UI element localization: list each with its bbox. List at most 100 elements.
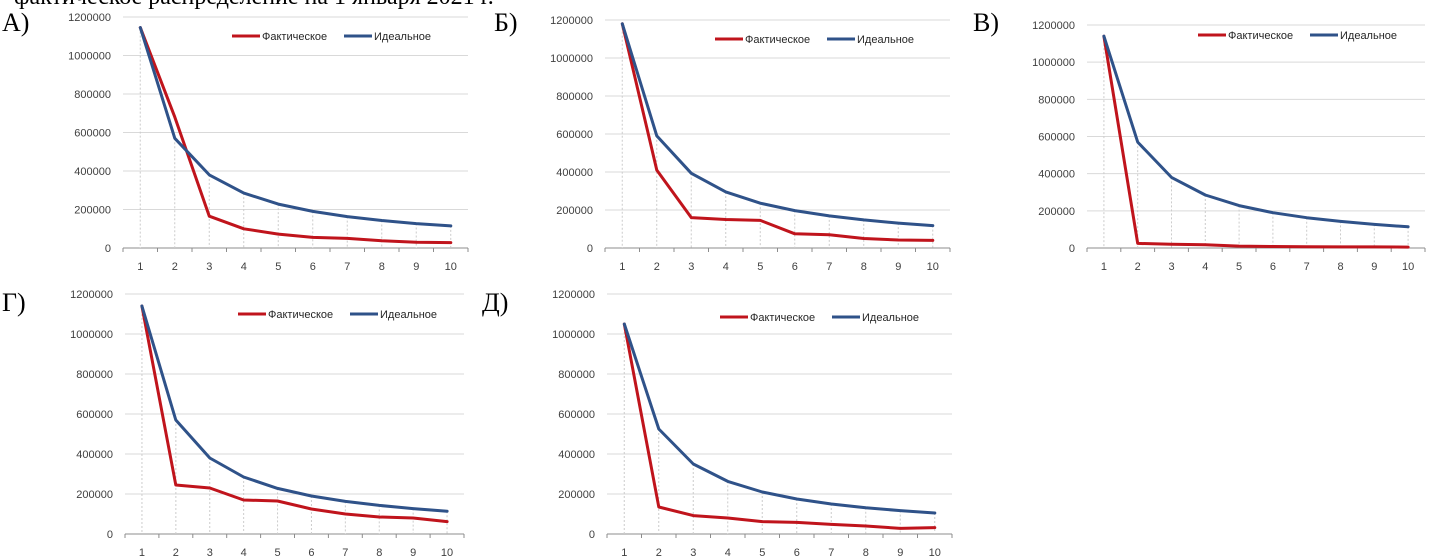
y-tick-label: 1200000 [1032, 20, 1075, 32]
y-tick-label: 1000000 [70, 329, 113, 341]
panel-label: Б) [494, 8, 518, 37]
x-tick-label: 1 [621, 547, 627, 557]
y-tick-label: 800000 [74, 89, 111, 101]
chart-panel-d: Г) 0 200000 400000 600000 800000 1000000 12000… [0, 280, 480, 557]
y-tick-label: 600000 [74, 128, 111, 140]
x-tick-label: 4 [241, 261, 247, 273]
x-tick-label: 10 [445, 261, 457, 273]
chart-panel-a: А) 0 200000 400000 600000 800000 1000000 12000… [0, 0, 480, 278]
header-text: фактическое распределение на 1 января 20… [14, 0, 494, 11]
legend-label: Идеальное [862, 312, 919, 324]
legend-label: Фактическое [268, 309, 333, 321]
series-line-ideal [620, 22, 935, 228]
x-tick-label: 8 [376, 547, 382, 557]
x-tick-label: 3 [690, 547, 696, 557]
x-tick-label: 9 [895, 261, 901, 273]
x-tick-label: 2 [1135, 261, 1141, 273]
x-tick-label: 4 [1202, 261, 1208, 273]
line-chart: 0 200000 400000 600000 800000 1000000 1200000 1… [68, 12, 469, 273]
series-line-actual [1102, 34, 1410, 249]
legend-label: Идеальное [380, 309, 437, 321]
series-line-actual [140, 304, 449, 524]
x-tick-label: 10 [441, 547, 453, 557]
legend-label: Фактическое [745, 34, 810, 46]
y-tick-label: 1200000 [550, 15, 593, 27]
line-chart: 0 200000 400000 600000 800000 1000000 1200000 1… [550, 15, 951, 273]
x-tick-label: 7 [342, 547, 348, 557]
x-tick-label: 1 [139, 547, 145, 557]
x-tick-label: 1 [1101, 261, 1107, 273]
x-tick-label: 2 [173, 547, 179, 557]
y-tick-label: 600000 [76, 409, 113, 421]
x-tick-label: 6 [1270, 261, 1276, 273]
legend-label: Идеальное [374, 31, 431, 43]
panel-label: А) [2, 8, 30, 37]
y-tick-label: 200000 [74, 205, 111, 217]
y-tick-label: 200000 [76, 489, 113, 501]
x-tick-label: 7 [828, 547, 834, 557]
y-tick-label: 800000 [1038, 94, 1075, 106]
x-tick-label: 5 [274, 547, 280, 557]
series-line-ideal [622, 322, 937, 515]
y-tick-label: 600000 [556, 129, 593, 141]
series-line-actual [620, 22, 935, 242]
y-tick-label: 600000 [558, 409, 595, 421]
x-tick-label: 6 [310, 261, 316, 273]
x-tick-label: 4 [241, 547, 247, 557]
y-tick-label: 0 [105, 243, 111, 255]
x-tick-label: 5 [1236, 261, 1242, 273]
x-tick-label: 7 [826, 261, 832, 273]
x-tick-label: 3 [1168, 261, 1174, 273]
series-line-actual [138, 26, 453, 245]
x-tick-label: 9 [1371, 261, 1377, 273]
panel-label: Д) [482, 288, 509, 317]
x-tick-label: 2 [654, 261, 660, 273]
x-tick-label: 4 [723, 261, 729, 273]
y-tick-label: 1000000 [550, 53, 593, 65]
y-tick-label: 400000 [1038, 169, 1075, 181]
x-tick-label: 8 [861, 261, 867, 273]
x-tick-label: 5 [275, 261, 281, 273]
legend-label: Фактическое [1228, 30, 1293, 42]
series-line-ideal [140, 304, 449, 513]
y-tick-label: 1200000 [552, 289, 595, 301]
x-tick-label: 3 [207, 547, 213, 557]
x-tick-label: 4 [725, 547, 731, 557]
x-tick-label: 6 [792, 261, 798, 273]
x-tick-label: 6 [794, 547, 800, 557]
y-tick-label: 800000 [556, 91, 593, 103]
y-tick-label: 200000 [556, 205, 593, 217]
x-tick-label: 9 [413, 261, 419, 273]
y-tick-label: 400000 [76, 449, 113, 461]
x-tick-label: 5 [759, 547, 765, 557]
x-tick-label: 8 [863, 547, 869, 557]
y-tick-label: 1000000 [68, 51, 111, 63]
x-tick-label: 3 [688, 261, 694, 273]
y-tick-label: 1200000 [68, 12, 111, 24]
legend-label: Фактическое [262, 31, 327, 43]
y-tick-label: 400000 [558, 449, 595, 461]
x-tick-label: 9 [410, 547, 416, 557]
panel-label: Г) [2, 288, 26, 317]
y-tick-label: 600000 [1038, 132, 1075, 144]
panel-label: В) [973, 8, 999, 37]
chart-panel-b: Б) 0 200000 400000 600000 800000 1000000 12000… [480, 0, 965, 278]
line-chart: 0 200000 400000 600000 800000 1000000 1200000 1… [552, 289, 953, 557]
x-tick-label: 8 [379, 261, 385, 273]
y-tick-label: 800000 [558, 369, 595, 381]
x-tick-label: 6 [308, 547, 314, 557]
series-line-actual [622, 322, 937, 530]
y-tick-label: 0 [589, 529, 595, 541]
y-tick-label: 800000 [76, 369, 113, 381]
x-tick-label: 5 [757, 261, 763, 273]
y-tick-label: 1000000 [552, 329, 595, 341]
y-tick-label: 0 [107, 529, 113, 541]
line-chart: 0 200000 400000 600000 800000 1000000 1200000 1… [70, 289, 465, 557]
y-tick-label: 0 [587, 243, 593, 255]
series-line-ideal [138, 26, 453, 228]
x-tick-label: 7 [1304, 261, 1310, 273]
x-tick-label: 8 [1337, 261, 1343, 273]
legend-label: Идеальное [1340, 30, 1397, 42]
line-chart: 0 200000 400000 600000 800000 1000000 1200000 1… [1032, 20, 1426, 273]
y-tick-label: 200000 [558, 489, 595, 501]
